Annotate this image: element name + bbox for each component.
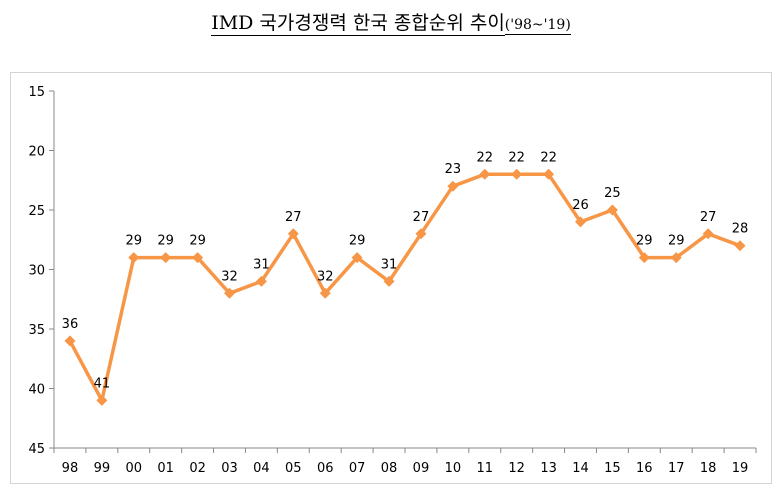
data-point-marker [287,228,299,240]
data-point-marker [638,252,650,264]
data-label: 31 [381,257,398,272]
y-tick-label: 15 [28,85,45,100]
x-tick-label: 05 [285,461,302,476]
data-label: 29 [157,234,174,249]
data-label: 29 [349,234,366,249]
data-point-marker [575,216,586,228]
data-label: 29 [636,234,653,249]
data-point-marker [383,275,395,287]
data-point-marker [479,168,491,180]
x-tick-label: 09 [413,461,430,476]
data-label: 36 [62,317,79,332]
x-tick-label: 10 [445,461,462,476]
data-label: 26 [572,198,589,213]
data-label: 22 [508,150,525,165]
data-label: 28 [732,222,749,237]
data-label: 32 [221,269,238,284]
chart-frame [10,72,772,484]
data-point-marker [702,228,714,240]
x-tick-label: 13 [540,461,557,476]
y-tick-label: 40 [28,383,45,398]
x-tick-label: 14 [572,461,589,476]
data-label: 23 [445,162,462,177]
data-label: 29 [668,234,685,249]
chart-title-main: IMD 국가경쟁력 한국 종합순위 추이 [211,12,505,36]
x-tick-label: 04 [253,461,270,476]
data-point-marker [606,204,618,216]
y-tick-label: 25 [28,204,45,219]
data-point-marker [351,252,363,264]
data-point-marker [255,275,267,287]
data-point-marker [447,180,459,192]
x-tick-label: 17 [668,461,685,476]
data-point-marker [734,240,746,252]
data-label: 41 [94,376,111,391]
x-tick-label: 01 [157,461,174,476]
x-tick-label: 98 [62,461,79,476]
data-point-marker [415,228,427,240]
data-label: 32 [317,269,334,284]
data-label: 22 [476,150,493,165]
data-point-marker [224,287,235,299]
data-label: 31 [253,257,270,272]
x-tick-label: 03 [221,461,238,476]
data-point-marker [511,168,523,180]
data-label: 27 [700,210,717,225]
data-point-marker [192,252,204,264]
data-label: 22 [540,150,557,165]
chart-title-sub: ('98~'19) [504,17,571,35]
x-tick-label: 99 [94,461,111,476]
data-point-marker [319,287,331,299]
x-tick-label: 19 [732,461,749,476]
x-tick-label: 15 [604,461,621,476]
data-point-marker [96,394,108,406]
data-label: 25 [604,186,621,201]
x-tick-label: 12 [508,461,525,476]
y-tick-label: 35 [28,323,45,338]
series-line [68,172,741,403]
data-point-marker [64,335,76,347]
x-tick-label: 00 [125,461,142,476]
data-label: 29 [125,234,142,249]
x-tick-label: 08 [381,461,398,476]
y-tick-label: 20 [28,145,45,160]
x-tick-label: 11 [476,461,493,476]
data-label: 29 [189,234,206,249]
x-tick-label: 18 [700,461,717,476]
data-label: 27 [413,210,430,225]
data-point-marker [543,168,555,180]
x-tick-label: 06 [317,461,334,476]
y-tick-label: 30 [28,264,45,279]
data-point-marker [128,252,140,264]
y-tick-label: 45 [28,442,45,457]
chart-title: IMD 국가경쟁력 한국 종합순위 추이('98~'19) [0,8,782,36]
x-tick-label: 16 [636,461,653,476]
data-point-marker [160,252,172,264]
data-label: 27 [285,210,302,225]
data-point-marker [670,252,682,264]
x-tick-label: 02 [189,461,206,476]
x-tick-label: 07 [349,461,366,476]
